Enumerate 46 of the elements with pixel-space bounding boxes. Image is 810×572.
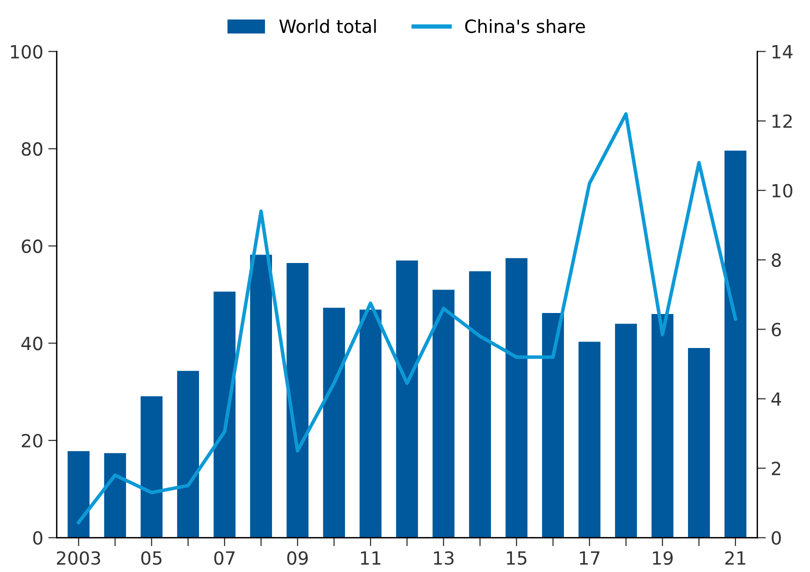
x-tick-label: 15 bbox=[506, 551, 526, 565]
x-tick-label: 05 bbox=[141, 551, 162, 565]
bar bbox=[469, 271, 491, 538]
x-tick-label: 2003 bbox=[56, 551, 100, 565]
line-series bbox=[76, 112, 738, 524]
y-tick-label: 20 bbox=[22, 434, 42, 448]
y-tick-label: 100 bbox=[11, 44, 42, 59]
bar bbox=[506, 258, 528, 538]
bar bbox=[396, 260, 418, 538]
y-tick-label: 0 bbox=[33, 531, 42, 545]
bar bbox=[323, 308, 345, 538]
x-tick-label: 09 bbox=[287, 551, 308, 565]
bar bbox=[286, 262, 308, 538]
x-tick-label: 21 bbox=[725, 551, 746, 565]
bar bbox=[68, 451, 90, 538]
y2-tick-label: 14 bbox=[772, 45, 793, 58]
x-tick-label: 17 bbox=[580, 551, 600, 565]
bar bbox=[250, 254, 272, 538]
bar bbox=[432, 290, 454, 538]
x-tick-label: 07 bbox=[214, 551, 235, 565]
y2-tick-label: 4 bbox=[771, 392, 782, 406]
bar bbox=[652, 314, 674, 538]
y2-tick-label: 10 bbox=[772, 184, 792, 198]
bar bbox=[360, 310, 382, 538]
y2-tick-label: 6 bbox=[772, 322, 781, 336]
bar bbox=[214, 292, 236, 538]
bar bbox=[615, 324, 637, 538]
x-tick-label: 19 bbox=[652, 551, 673, 565]
bar bbox=[688, 348, 710, 538]
y2-tick-label: 0 bbox=[772, 531, 781, 545]
y-tick-label: 40 bbox=[21, 336, 42, 350]
legend-label: China's share bbox=[465, 19, 585, 34]
y-tick-label: 60 bbox=[22, 239, 42, 254]
bar bbox=[578, 342, 600, 538]
bar bbox=[140, 396, 163, 538]
bar bbox=[177, 370, 200, 538]
y-tick-label: 80 bbox=[22, 142, 42, 156]
x-tick-label: 11 bbox=[361, 551, 380, 565]
y2-tick-label: 8 bbox=[772, 253, 781, 267]
bar bbox=[104, 453, 126, 538]
y2-tick-label: 12 bbox=[772, 114, 792, 128]
bar bbox=[724, 150, 746, 538]
x-tick-label: 13 bbox=[434, 551, 454, 565]
y2-tick-label: 2 bbox=[772, 462, 780, 476]
legend-label: World total bbox=[279, 19, 376, 34]
bar bbox=[542, 313, 564, 538]
